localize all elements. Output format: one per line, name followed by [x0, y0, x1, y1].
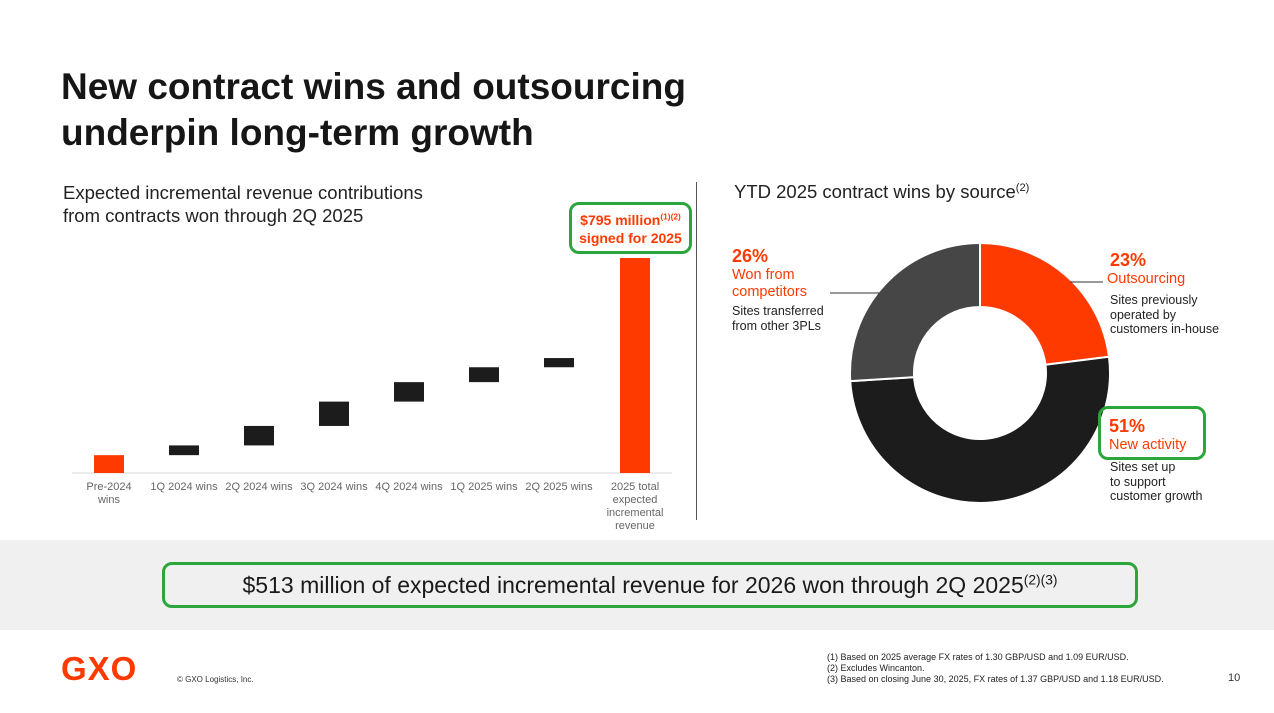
donut-chart-title: YTD 2025 contract wins by source(2)	[734, 181, 1029, 203]
outsourcing-desc-line2: operated by	[1110, 307, 1177, 322]
waterfall-x-label-line: 3Q 2024 wins	[300, 481, 368, 493]
waterfall-x-label-line: revenue	[615, 520, 655, 532]
waterfall-bar	[94, 455, 124, 473]
footnote-3: (3) Based on closing June 30, 2025, FX r…	[827, 674, 1164, 684]
outsourcing-label: 23%	[1110, 249, 1146, 271]
waterfall-x-label-line: incremental	[606, 507, 664, 519]
gxo-logo: GXO	[61, 650, 138, 687]
new-activity-desc-line2: to support	[1110, 474, 1166, 489]
page-title-line2: underpin long-term growth	[61, 112, 534, 153]
summary-text: $513 million of expected incremental rev…	[242, 572, 1024, 598]
new-activity-desc-line1: Sites set up	[1110, 460, 1176, 474]
outsourcing-pct: 23%	[1110, 250, 1147, 270]
outsourcing-desc-line1: Sites previously	[1110, 293, 1198, 307]
donut-chart	[830, 241, 1111, 505]
outsourcing-desc-line3: customers in-house	[1110, 322, 1220, 336]
competitors-desc-line2: from other 3PLs	[732, 318, 821, 333]
page-title-line1: New contract wins and outsourcing	[61, 66, 686, 107]
page-number: 10	[1228, 672, 1241, 684]
competitors-name-line1: Won from	[732, 267, 795, 283]
waterfall-x-label: 1Q 2024 wins	[146, 481, 222, 494]
copyright: © GXO Logistics, Inc.	[177, 675, 254, 684]
donut-slice	[979, 241, 1111, 366]
waterfall-bar	[319, 401, 349, 426]
new-activity-desc-line3: customer growth	[1110, 489, 1203, 503]
callout-sup: (1)(2)	[660, 211, 681, 222]
donut-title-sup: (2)	[1015, 181, 1030, 194]
waterfall-x-label-line: 1Q 2024 wins	[150, 481, 218, 493]
summary-highlight: $513 million of expected incremental rev…	[162, 562, 1138, 608]
waterfall-x-label: 2025 total expected incremental revenue	[597, 481, 673, 533]
new-activity-label: 51% New activity	[1109, 415, 1186, 454]
donut-title-text: YTD 2025 contract wins by source	[734, 181, 1016, 202]
outsourcing-name-wrap: Outsourcing	[1107, 271, 1185, 288]
page-title: New contract wins and outsourcing underp…	[61, 64, 686, 156]
callout-amount: $795 million	[580, 212, 661, 228]
footnotes: (1) Based on 2025 average FX rates of 1.…	[827, 652, 1164, 685]
callout-line2: signed for 2025	[579, 230, 682, 246]
summary-sup: (2)(3)	[1023, 572, 1058, 588]
waterfall-x-label-line: expected	[612, 494, 658, 506]
waterfall-chart-title: Expected incremental revenue contributio…	[63, 181, 423, 227]
waterfall-bar	[469, 367, 499, 383]
waterfall-bar	[169, 445, 199, 456]
outsourcing-desc: Sites previously operated by customers i…	[1110, 290, 1219, 337]
donut-slice	[849, 355, 1111, 505]
waterfall-chart	[72, 258, 672, 474]
competitors-name-line2: competitors	[732, 284, 807, 300]
competitors-label: 26% Won from competitors Sites transferr…	[732, 245, 824, 333]
donut-slice	[849, 241, 981, 383]
new-activity-name: New activity	[1109, 437, 1187, 453]
waterfall-x-label: Pre-2024 wins	[71, 481, 147, 507]
competitors-desc: Sites transferred from other 3PLs	[732, 304, 824, 333]
competitors-desc-line1: Sites transferred	[732, 304, 824, 318]
waterfall-x-label: 1Q 2025 wins	[446, 481, 522, 494]
footnote-2: (2) Excludes Wincanton.	[827, 663, 925, 673]
waterfall-x-label-line: 2Q 2025 wins	[525, 481, 593, 493]
waterfall-x-label-line: 4Q 2024 wins	[375, 481, 443, 493]
waterfall-bar	[620, 258, 650, 473]
new-activity-highlight	[1098, 406, 1206, 460]
waterfall-x-label: 2Q 2024 wins	[221, 481, 297, 494]
new-activity-pct: 51%	[1109, 416, 1146, 436]
waterfall-x-label-line: 2Q 2024 wins	[225, 481, 293, 493]
waterfall-x-label: 2Q 2025 wins	[521, 481, 597, 494]
footnote-1: (1) Based on 2025 average FX rates of 1.…	[827, 652, 1129, 662]
waterfall-bar	[544, 358, 574, 368]
waterfall-bar	[244, 425, 274, 446]
waterfall-x-label-line: Pre-2024	[86, 481, 132, 493]
waterfall-x-label-line: 2025 total	[610, 481, 660, 493]
section-divider	[696, 182, 697, 520]
outsourcing-name: Outsourcing	[1107, 271, 1186, 287]
competitors-pct: 26%	[732, 246, 769, 266]
waterfall-title-line1: Expected incremental revenue contributio…	[63, 182, 423, 203]
waterfall-x-label-line: 1Q 2025 wins	[450, 481, 518, 493]
waterfall-x-label: 4Q 2024 wins	[371, 481, 447, 494]
new-activity-desc: Sites set up to support customer growth	[1110, 457, 1202, 504]
total-callout: $795 million(1)(2) signed for 2025	[569, 202, 692, 254]
waterfall-bar	[394, 382, 424, 402]
summary-band	[0, 540, 1274, 630]
waterfall-x-label-line: wins	[97, 494, 120, 506]
waterfall-title-line2: from contracts won through 2Q 2025	[63, 205, 364, 226]
waterfall-x-label: 3Q 2024 wins	[296, 481, 372, 494]
